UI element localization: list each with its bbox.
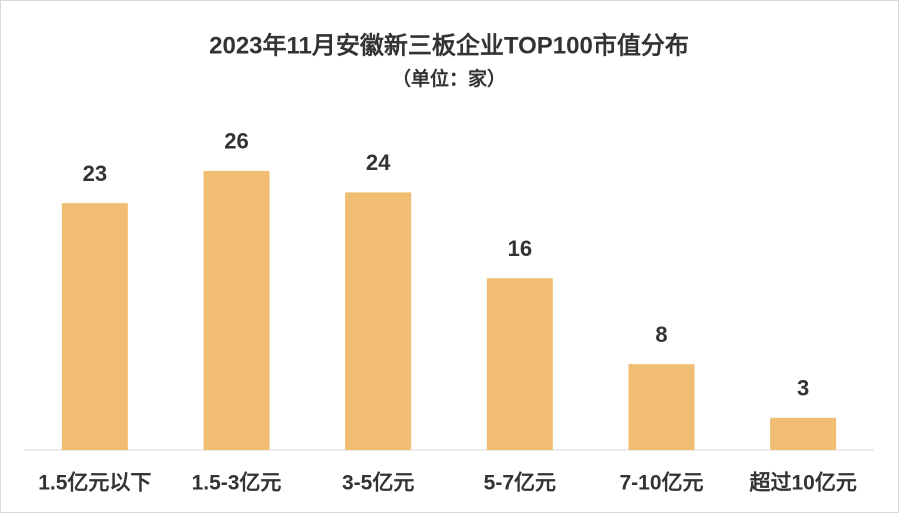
data-label: 26 (224, 129, 248, 154)
bar (486, 278, 553, 450)
bar (628, 364, 695, 450)
bar (345, 192, 412, 450)
bar (203, 170, 270, 450)
bar (770, 417, 837, 450)
x-tick-label: 1.5-3亿元 (192, 471, 282, 495)
data-label: 8 (655, 322, 667, 347)
x-tick-label: 5-7亿元 (484, 471, 556, 495)
bar (61, 203, 128, 450)
chart-subtitle: （单位：家） (392, 67, 506, 90)
x-tick-label: 3-5亿元 (342, 471, 414, 495)
data-label: 24 (366, 150, 391, 175)
data-label: 16 (508, 236, 532, 261)
x-tick-label: 超过10亿元 (749, 471, 856, 495)
x-tick-label: 7-10亿元 (619, 471, 703, 495)
data-label: 23 (83, 161, 107, 186)
chart-title: 2023年11月安徽新三板企业TOP100市值分布 (209, 31, 689, 59)
x-tick-label: 1.5亿元以下 (38, 471, 151, 495)
data-label: 3 (797, 376, 809, 401)
